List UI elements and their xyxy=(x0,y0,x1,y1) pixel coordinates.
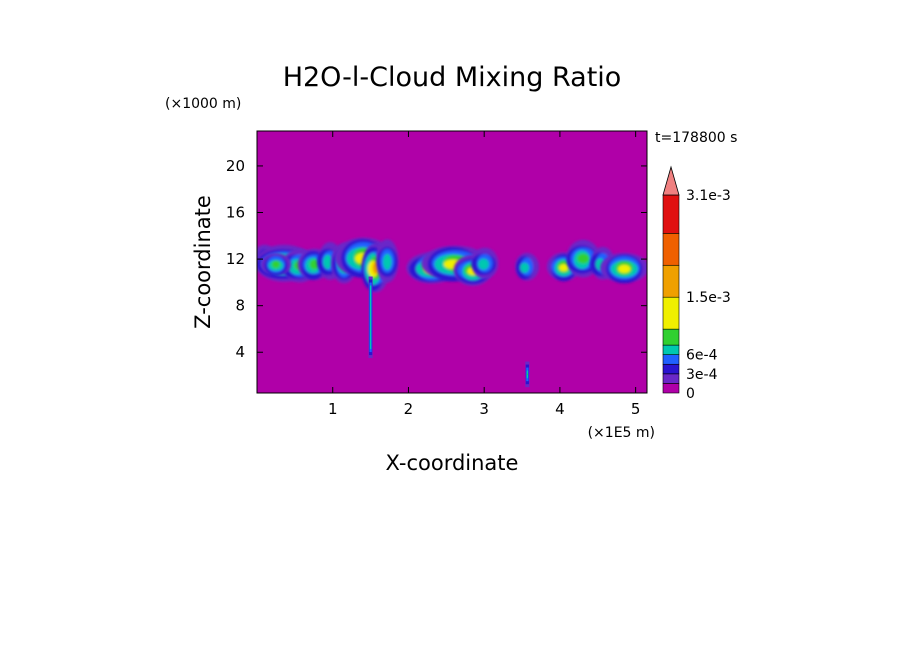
contour-level-5 xyxy=(271,260,281,269)
colorbar-label: 6e-4 xyxy=(686,348,718,364)
cloud-feature xyxy=(600,253,647,284)
x-axis: 1 2 3 4 5 xyxy=(328,131,640,418)
colorbar-segment xyxy=(662,194,680,234)
colorbar-label: 3e-4 xyxy=(686,367,718,383)
x-tick-label: 2 xyxy=(404,400,414,418)
y-tick-label: 20 xyxy=(226,157,245,175)
column-level-4 xyxy=(369,285,372,350)
colorbar-label: 0 xyxy=(686,386,695,402)
contour-level-5 xyxy=(309,259,320,270)
cloud-feature xyxy=(260,253,292,276)
plot-area xyxy=(257,131,647,393)
colorbar-segment xyxy=(662,363,680,375)
chart-title: H2O-l-Cloud Mixing Ratio xyxy=(283,62,622,93)
contour-level-4 xyxy=(520,262,530,273)
colorbar-segment xyxy=(662,328,680,346)
y-tick-label: 12 xyxy=(226,250,245,268)
y-tick-label: 16 xyxy=(226,204,245,222)
contour-level-4 xyxy=(382,254,392,270)
colorbar-extend-arrow xyxy=(662,165,680,196)
y-tick-label: 8 xyxy=(235,297,245,315)
colorbar-label: 1.5e-3 xyxy=(686,290,731,306)
colorbar: 0 3e-4 6e-4 1.5e-3 3.1e-3 xyxy=(662,165,731,402)
x-tick-label: 5 xyxy=(631,400,641,418)
colorbar-segment xyxy=(662,344,680,355)
contour-level-4 xyxy=(478,258,489,270)
x-axis-label: X-coordinate xyxy=(386,451,519,475)
plot-frame xyxy=(256,130,648,394)
contour-level-6 xyxy=(559,264,569,272)
colorbar-segment xyxy=(662,373,680,384)
colorbar-segment xyxy=(662,233,680,266)
y-tick-label: 4 xyxy=(235,343,245,361)
colorbar-segment xyxy=(662,264,680,298)
cloud-column xyxy=(368,276,373,359)
colorbar-segment xyxy=(662,354,680,365)
contour-level-6 xyxy=(618,264,631,274)
time-label: t=178800 s xyxy=(655,130,737,146)
cloud-column xyxy=(525,361,530,388)
y-axis-label: Z-coordinate xyxy=(191,195,215,329)
x-tick-label: 3 xyxy=(479,400,489,418)
colorbar-segment xyxy=(662,296,680,330)
cloud-feature xyxy=(566,239,601,278)
y-axis-unit: (×1000 m) xyxy=(165,96,241,112)
cloud-contours xyxy=(257,237,647,388)
cloud-feature xyxy=(471,247,499,279)
colorbar-segment xyxy=(662,383,680,394)
cloud-feature xyxy=(376,239,399,283)
x-tick-label: 1 xyxy=(328,400,338,418)
colorbar-label: 3.1e-3 xyxy=(686,188,731,204)
x-axis-unit: (×1E5 m) xyxy=(588,425,655,441)
column-level-5 xyxy=(526,373,528,376)
y-axis: 4 8 12 16 20 xyxy=(226,157,647,361)
cloud-feature xyxy=(515,252,539,281)
contour-level-4 xyxy=(323,254,333,269)
contour-level-5 xyxy=(577,253,590,264)
x-tick-label: 4 xyxy=(555,400,565,418)
